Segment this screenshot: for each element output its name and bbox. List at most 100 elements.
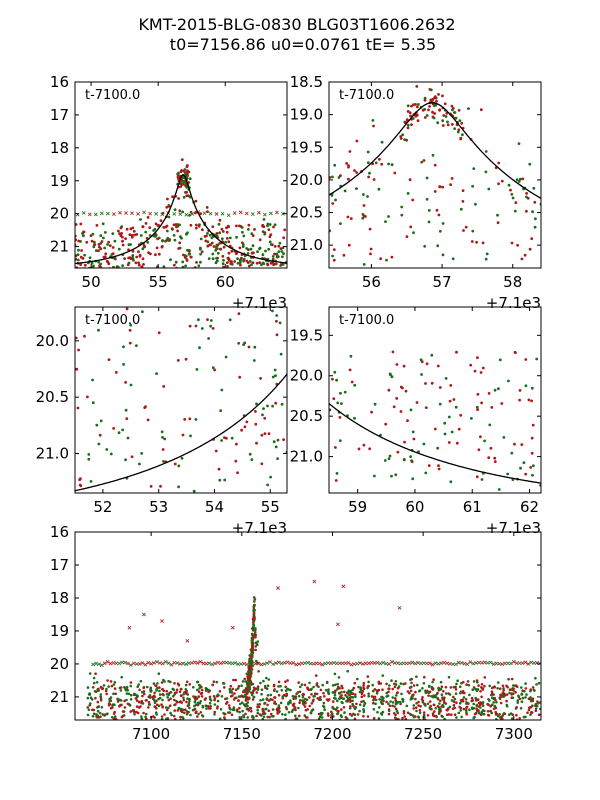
green-data-point	[368, 171, 371, 175]
red-data-point	[459, 413, 463, 417]
green-data-point	[136, 694, 139, 698]
band-marker	[105, 211, 110, 216]
red-data-point	[370, 410, 373, 414]
band-marker	[136, 211, 140, 216]
red-data-point	[503, 712, 507, 715]
red-data-point	[127, 272, 130, 275]
red-data-point	[192, 708, 195, 712]
red-data-point	[133, 233, 136, 237]
red-data-point	[372, 701, 375, 705]
green-data-point	[497, 387, 500, 391]
red-data-point	[160, 715, 164, 718]
green-data-point	[472, 167, 476, 171]
green-data-point	[426, 702, 430, 706]
green-data-point	[395, 694, 398, 697]
green-data-point	[224, 355, 228, 359]
red-data-point	[455, 350, 458, 354]
green-data-point	[366, 195, 369, 198]
band-marker	[366, 661, 371, 666]
green-data-point	[324, 688, 328, 692]
red-data-point	[396, 691, 399, 694]
green-data-point	[86, 686, 90, 689]
red-data-point	[222, 245, 226, 249]
peak-data-point	[179, 181, 183, 185]
red-data-point	[208, 695, 212, 699]
peak-data-point	[249, 662, 253, 666]
red-data-point	[356, 713, 360, 716]
red-data-point	[88, 704, 91, 707]
band-marker	[326, 661, 331, 665]
peak-data-point	[249, 681, 253, 685]
red-data-point	[462, 229, 465, 232]
green-data-point	[440, 705, 444, 708]
red-data-point	[226, 224, 230, 228]
green-data-point	[385, 695, 388, 698]
red-data-point	[212, 680, 216, 683]
green-data-point	[122, 363, 125, 366]
green-data-point	[297, 694, 301, 698]
band-marker	[392, 661, 397, 665]
red-data-point	[173, 698, 176, 702]
red-data-point	[111, 252, 115, 256]
green-data-point	[137, 683, 140, 686]
green-data-point	[164, 706, 168, 709]
green-data-point	[336, 712, 340, 715]
green-data-point	[261, 413, 264, 417]
red-data-point	[212, 245, 216, 248]
y-tick-label: 19	[50, 622, 69, 640]
red-data-point	[427, 464, 431, 467]
green-data-point	[340, 700, 344, 704]
peak-data-point	[450, 104, 454, 108]
red-data-point	[257, 705, 261, 709]
green-data-point	[420, 722, 423, 725]
red-data-point	[435, 208, 439, 212]
red-data-point	[88, 725, 91, 728]
band-marker	[448, 661, 452, 666]
red-data-point	[302, 693, 305, 696]
red-data-point	[149, 252, 152, 256]
band-marker	[152, 660, 156, 665]
green-data-point	[470, 417, 473, 420]
red-data-point	[518, 697, 522, 701]
green-data-point	[155, 713, 158, 716]
red-data-point	[99, 265, 102, 268]
green-data-point	[102, 684, 106, 687]
green-data-point	[438, 702, 441, 705]
red-data-point	[223, 712, 226, 716]
peak-data-point	[433, 95, 437, 99]
red-data-point	[432, 714, 435, 717]
red-data-point	[399, 385, 403, 389]
red-data-point	[387, 690, 390, 694]
red-data-point	[234, 459, 238, 463]
red-data-point	[161, 448, 165, 451]
band-marker	[184, 662, 188, 666]
red-data-point	[200, 685, 203, 689]
peak-data-point	[423, 98, 427, 102]
peak-data-point	[253, 600, 256, 603]
x-tick-label: 59	[348, 498, 367, 516]
green-data-point	[394, 473, 398, 477]
red-data-point	[442, 701, 446, 704]
green-data-point	[496, 687, 499, 690]
green-data-point	[467, 683, 471, 687]
peak-data-point	[441, 94, 444, 98]
red-data-point	[292, 697, 295, 701]
green-data-point	[394, 680, 398, 683]
red-data-point	[360, 700, 363, 704]
red-data-point	[530, 237, 534, 241]
x-offset-label: +7.1e3	[486, 294, 541, 312]
red-data-point	[174, 717, 177, 720]
green-data-point	[417, 716, 421, 719]
red-data-point	[529, 688, 532, 691]
green-data-point	[268, 273, 271, 276]
green-data-point	[209, 319, 213, 322]
band-marker	[424, 661, 429, 666]
green-data-point	[458, 685, 462, 689]
red-data-point	[171, 195, 175, 199]
red-data-point	[125, 417, 129, 421]
band-marker	[208, 211, 213, 216]
red-data-point	[480, 683, 484, 686]
red-data-point	[528, 706, 531, 709]
green-data-point	[260, 692, 263, 696]
